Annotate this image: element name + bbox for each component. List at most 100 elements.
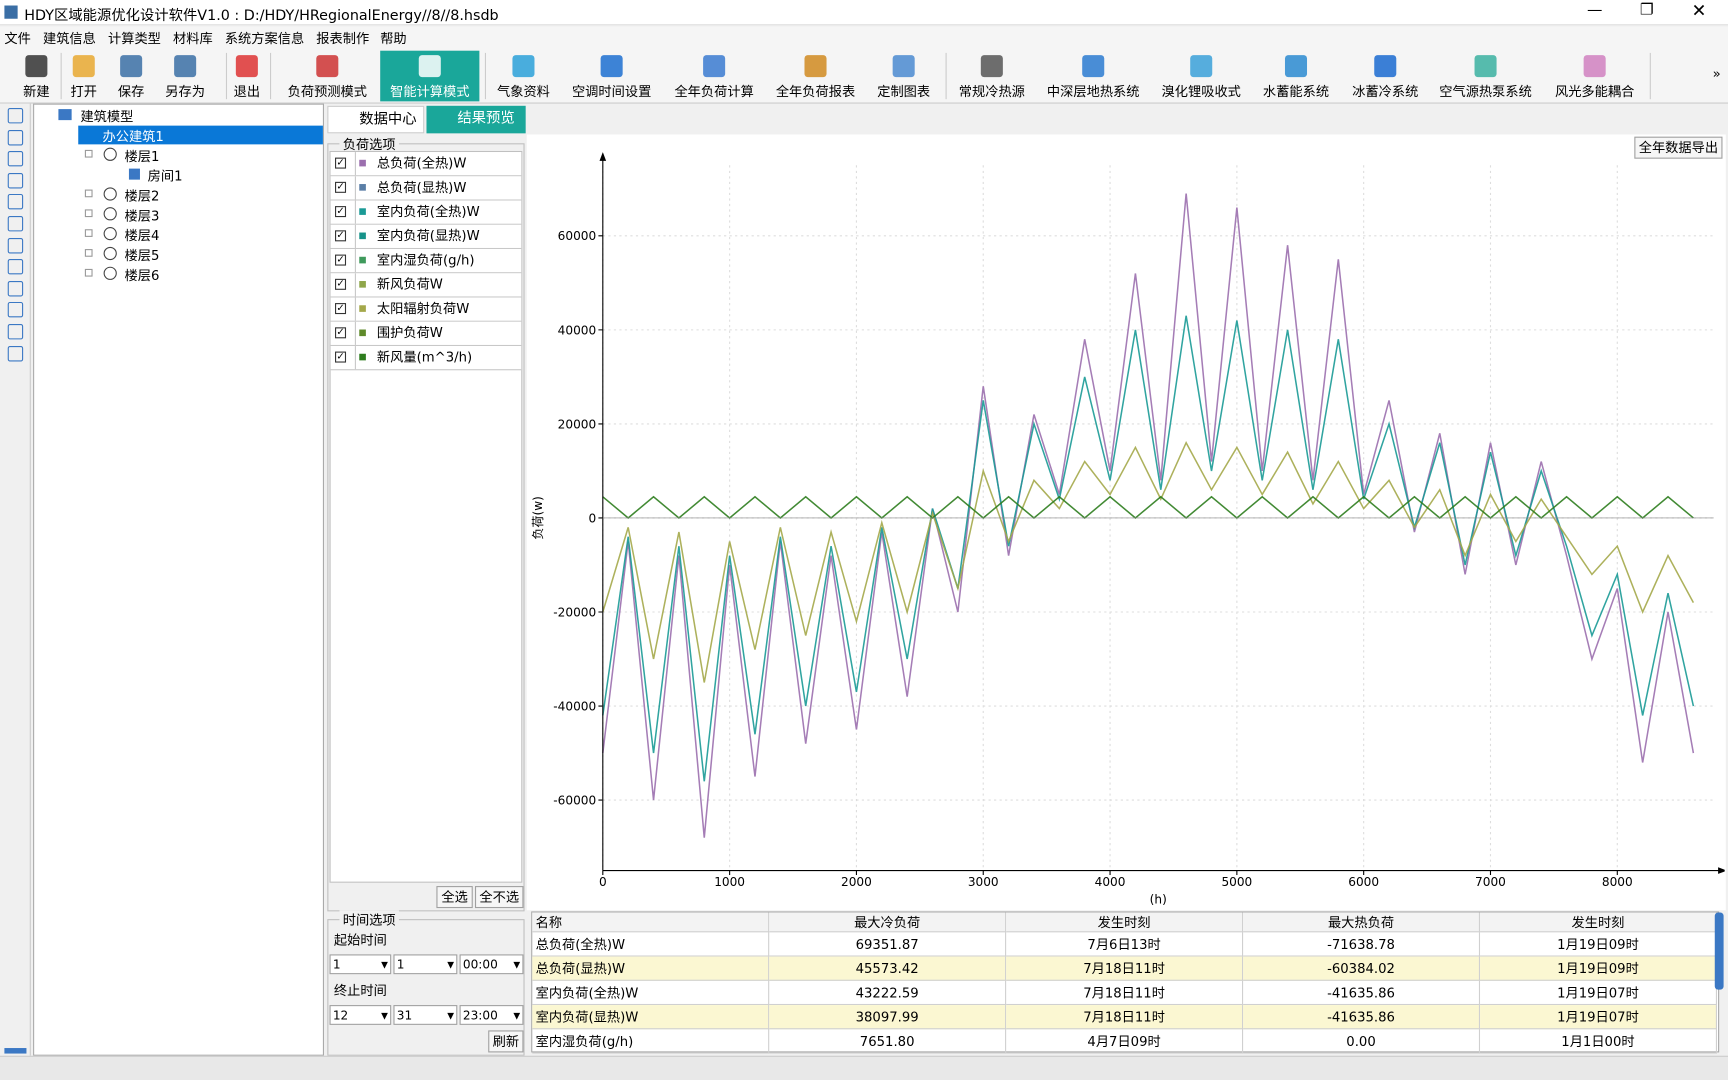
color-swatch — [359, 159, 366, 167]
load-option[interactable]: ✓ 总负荷(显热)W — [330, 176, 522, 201]
option-label: 室内负荷(全热)W — [376, 203, 480, 220]
option-label: 新风负荷W — [376, 276, 443, 293]
load-option[interactable]: ✓ 总负荷(全热)W — [330, 152, 522, 177]
strip-icon[interactable] — [7, 172, 24, 189]
strip-icon[interactable] — [7, 302, 24, 318]
load-option[interactable]: ✓ 室内负荷(全热)W — [330, 200, 522, 225]
strip-icon[interactable] — [7, 345, 24, 362]
toolbar-icon — [892, 55, 915, 78]
refresh-button[interactable]: 刷新 — [488, 1030, 524, 1053]
tree-building[interactable]: 办公建筑1 — [102, 128, 164, 145]
floor-icon — [103, 207, 117, 221]
table-scrollbar[interactable] — [1714, 912, 1724, 990]
tree-room[interactable]: 房间1 — [147, 168, 183, 185]
menu-item[interactable]: 建筑信息 — [42, 30, 96, 47]
load-option[interactable]: ✓ 新风负荷W — [330, 273, 522, 298]
tab[interactable]: 数据中心 — [327, 105, 425, 134]
load-option[interactable]: ✓ 新风量(m^3/h) — [330, 346, 522, 371]
strip-icon[interactable] — [7, 129, 24, 146]
toolbar: 新建 打开 保存 另存为 退出 负荷预测模式 智能计算模式 气象资料 空调时间设置 全年负荷计算 全… — [0, 48, 1728, 104]
tree-floor[interactable]: 楼层6 — [124, 267, 160, 284]
table-cell: 7月18日11时 — [1006, 956, 1244, 981]
expander[interactable] — [84, 229, 93, 237]
time-select[interactable]: 23:00 ▼ — [459, 1005, 524, 1025]
menu-item[interactable]: 计算类型 — [107, 30, 161, 47]
toolbar-icon — [980, 55, 1003, 78]
color-swatch — [359, 232, 366, 240]
expander[interactable] — [84, 209, 93, 218]
restore-button[interactable]: ❐ — [1639, 1, 1654, 19]
expander[interactable] — [84, 268, 93, 277]
menu-item[interactable]: 文件 — [4, 30, 31, 47]
expander[interactable] — [84, 149, 93, 158]
strip-icon[interactable] — [7, 259, 24, 275]
strip-icon[interactable] — [7, 215, 24, 232]
minimize-button[interactable]: — — [1586, 1, 1603, 19]
checkbox: ✓ — [335, 351, 347, 363]
tree-floor[interactable]: 楼层3 — [124, 208, 160, 224]
toolbar-label: 溴化锂吸收式 — [1161, 83, 1241, 100]
tree-floor[interactable]: 楼层2 — [124, 188, 160, 204]
time-title: 时间选项 — [339, 910, 399, 930]
checkbox: ✓ — [335, 206, 347, 218]
floor-icon — [103, 246, 117, 261]
color-swatch — [359, 184, 366, 191]
time-select[interactable]: 1 ▼ — [329, 954, 392, 975]
toolbar-icon — [703, 55, 726, 78]
toolbar-label: 另存为 — [165, 83, 205, 100]
dropdown-arrow: ▼ — [447, 959, 455, 970]
load-option[interactable]: ✓ 太阳辐射负荷W — [330, 297, 522, 322]
toolbar-icon — [25, 55, 48, 78]
toolbar-label: 中深层地热系统 — [1046, 83, 1140, 100]
toolbar-label: 水蓄能系统 — [1262, 83, 1330, 100]
x-tick-label: 3000 — [968, 875, 999, 889]
select-none-button[interactable]: 全不选 — [474, 886, 524, 909]
option-label: 总负荷(显热)W — [376, 179, 467, 196]
table-header: 发生时刻 — [1006, 912, 1244, 933]
menu-item[interactable]: 帮助 — [380, 30, 407, 47]
strip-icon[interactable] — [7, 194, 24, 210]
time-select[interactable]: 00:00 ▼ — [459, 954, 524, 975]
table-cell: -71638.78 — [1243, 932, 1481, 957]
tree-floor[interactable]: 楼层5 — [124, 247, 160, 264]
table-cell: 45573.42 — [769, 956, 1007, 981]
tab[interactable]: 结果预览 — [426, 105, 526, 134]
menu-item[interactable]: 材料库 — [173, 30, 213, 47]
overflow[interactable]: » — [1712, 66, 1721, 82]
close-button[interactable]: ✕ — [1691, 0, 1707, 21]
end-label: 终止时间 — [333, 983, 387, 999]
load-option[interactable]: ✓ 围护负荷W — [330, 321, 522, 347]
tree-root[interactable]: 建筑模型 — [80, 109, 134, 125]
strip-icon[interactable] — [7, 151, 24, 167]
time-select[interactable]: 12 ▼ — [329, 1005, 392, 1025]
divider — [354, 176, 356, 200]
export-button[interactable]: 全年数据导出 — [1634, 136, 1723, 159]
menu-item[interactable]: 报表制作 — [316, 30, 370, 47]
expander[interactable] — [84, 189, 93, 198]
load-option[interactable]: ✓ 室内湿负荷(g/h) — [330, 249, 522, 274]
load-option[interactable]: ✓ 室内负荷(显热)W — [330, 224, 522, 250]
strip-icon[interactable] — [7, 280, 24, 297]
table-cell: 室内负荷(显热)W — [532, 1005, 770, 1030]
select-all-button[interactable]: 全选 — [436, 886, 473, 909]
menu-item[interactable]: 系统方案信息 — [224, 30, 305, 47]
strip-icon[interactable] — [7, 237, 24, 254]
strip-icon[interactable] — [7, 323, 24, 340]
table-header: 发生时刻 — [1480, 912, 1717, 933]
tree-floor[interactable]: 楼层4 — [124, 228, 160, 244]
table-cell: 7651.80 — [769, 1029, 1007, 1054]
strip-icon[interactable] — [7, 107, 24, 124]
color-swatch — [359, 353, 366, 361]
floor-icon — [103, 147, 117, 161]
x-tick-label: 5000 — [1221, 875, 1252, 889]
time-select[interactable]: 31 ▼ — [393, 1005, 458, 1025]
time-select[interactable]: 1 ▼ — [393, 954, 458, 975]
y-tick-label: 20000 — [558, 417, 597, 431]
expander[interactable] — [84, 249, 93, 257]
separator — [269, 52, 272, 100]
tree-floor[interactable]: 楼层1 — [124, 148, 160, 165]
toolbar-label: 常规冷热源 — [958, 83, 1025, 100]
toolbar-label: 退出 — [233, 83, 261, 100]
menu-bar: 文件 建筑信息 计算类型 材料库 系统方案信息 报表制作 帮助 — [0, 26, 1728, 49]
